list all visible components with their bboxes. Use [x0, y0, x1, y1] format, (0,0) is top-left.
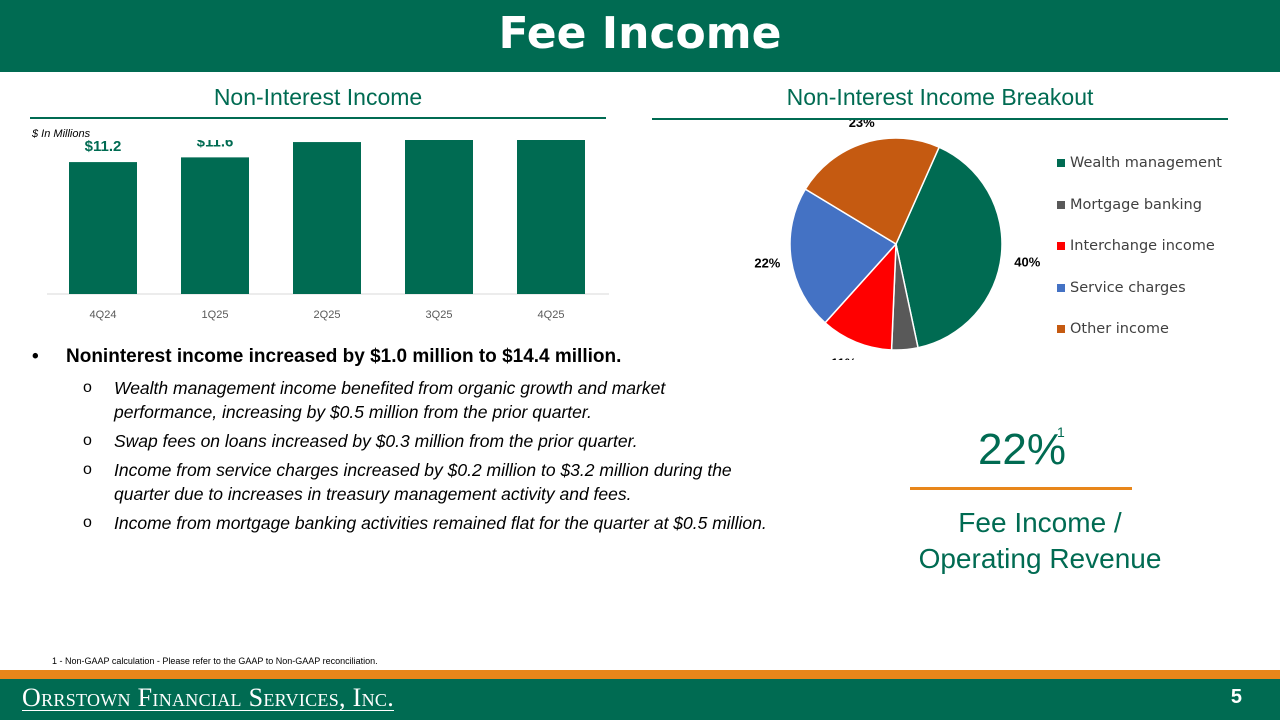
metric-label-line-1: Fee Income /: [958, 507, 1122, 538]
sub-bullet-text: Income from service charges increased by…: [114, 460, 732, 504]
main-bullet-text: Noninterest income increased by $1.0 mil…: [66, 346, 622, 367]
footnote-marker: 1: [1057, 424, 1065, 440]
legend-item: Interchange income: [1057, 233, 1222, 275]
legend-item: Wealth management: [1057, 150, 1222, 192]
pie-slice: [804, 137, 941, 246]
footnote: 1 - Non-GAAP calculation - Please refer …: [52, 656, 378, 666]
bar: [69, 162, 137, 294]
pie-slice: [824, 241, 897, 351]
pie-slice: [789, 188, 898, 324]
pie-chart: 40%4%11%22%23%: [754, 120, 1040, 360]
pie-slice: [895, 146, 1003, 349]
bullet-ring-icon: o: [83, 461, 92, 478]
pie-legend: Wealth management Mortgage banking Inter…: [1057, 150, 1222, 358]
slide-title: Fee Income: [498, 8, 782, 59]
legend-label: Mortgage banking: [1070, 196, 1202, 213]
metric-rule: [910, 487, 1132, 490]
x-tick-label: 4Q25: [538, 309, 565, 321]
pie-data-label: 11%: [831, 356, 857, 360]
legend-swatch: [1057, 283, 1065, 292]
left-title-rule: [30, 117, 606, 119]
pie-data-label: 40%: [1014, 254, 1040, 269]
x-tick-label: 2Q25: [314, 309, 341, 321]
footer-accent-bar: [0, 670, 1280, 679]
main-bullet: • Noninterest income increased by $1.0 m…: [32, 343, 772, 371]
sub-bullet: o Income from mortgage banking activities…: [32, 511, 772, 535]
sub-bullet: o Swap fees on loans increased by $0.3 mi…: [32, 429, 772, 453]
legend-label: Interchange income: [1070, 238, 1215, 255]
bar: [517, 140, 585, 295]
bar-chart: $11.24Q24$11.61Q25$12.92Q25$13.43Q25$14.…: [47, 140, 609, 321]
bar: [293, 142, 361, 294]
bullet-ring-icon: o: [83, 514, 92, 531]
sub-bullet-list: o Wealth management income benefited from…: [32, 376, 772, 535]
units-note: $ In Millions: [32, 128, 91, 140]
page-number: 5: [1230, 686, 1242, 708]
footer-bar: [0, 679, 1280, 720]
legend-label: Other income: [1070, 321, 1169, 338]
legend-item: Service charges: [1057, 275, 1222, 317]
legend-label: Wealth management: [1070, 155, 1222, 171]
metric-label-line-2: Operating Revenue: [918, 543, 1162, 574]
x-tick-label: 4Q24: [90, 309, 117, 321]
legend-item: Mortgage banking: [1057, 192, 1222, 234]
x-tick-label: 1Q25: [202, 309, 229, 321]
sub-bullet: o Wealth management income benefited from…: [32, 376, 772, 424]
sub-bullet-text: Income from mortgage banking activities …: [114, 513, 767, 533]
right-title-rule: [652, 118, 1228, 120]
company-logo: Orrstown Financial Services, Inc.: [22, 683, 394, 712]
pie-data-label: 22%: [754, 256, 780, 271]
bar: [405, 140, 473, 294]
legend-swatch: [1057, 242, 1065, 251]
bullet-dot-icon: •: [32, 346, 39, 367]
sub-bullet-text: Swap fees on loans increased by $0.3 mil…: [114, 431, 638, 451]
pie-chart-title: Non-Interest Income Breakout: [786, 84, 1094, 110]
commentary-bullets: • Noninterest income increased by $1.0 m…: [32, 343, 772, 535]
bullet-ring-icon: o: [83, 379, 92, 396]
fee-income-ratio-label: Fee Income / Operating Revenue: [880, 505, 1200, 577]
bar-data-label: $11.2: [85, 140, 122, 155]
legend-swatch: [1057, 325, 1065, 334]
legend-swatch: [1057, 200, 1065, 209]
bullet-ring-icon: o: [83, 432, 92, 449]
bar-data-label: $11.6: [197, 140, 234, 150]
sub-bullet-text: Wealth management income benefited from …: [114, 378, 666, 422]
legend-label: Service charges: [1070, 279, 1186, 296]
bar: [181, 157, 249, 294]
x-tick-label: 3Q25: [426, 309, 453, 321]
bar-chart-title: Non-Interest Income: [213, 84, 423, 110]
title-bar: [0, 0, 1280, 72]
legend-item: Other income: [1057, 316, 1222, 358]
legend-swatch: [1057, 159, 1065, 167]
fee-income-ratio-value: 22%: [977, 425, 1067, 474]
pie-data-label: 23%: [849, 120, 875, 130]
sub-bullet: o Income from service charges increased b…: [32, 458, 772, 506]
